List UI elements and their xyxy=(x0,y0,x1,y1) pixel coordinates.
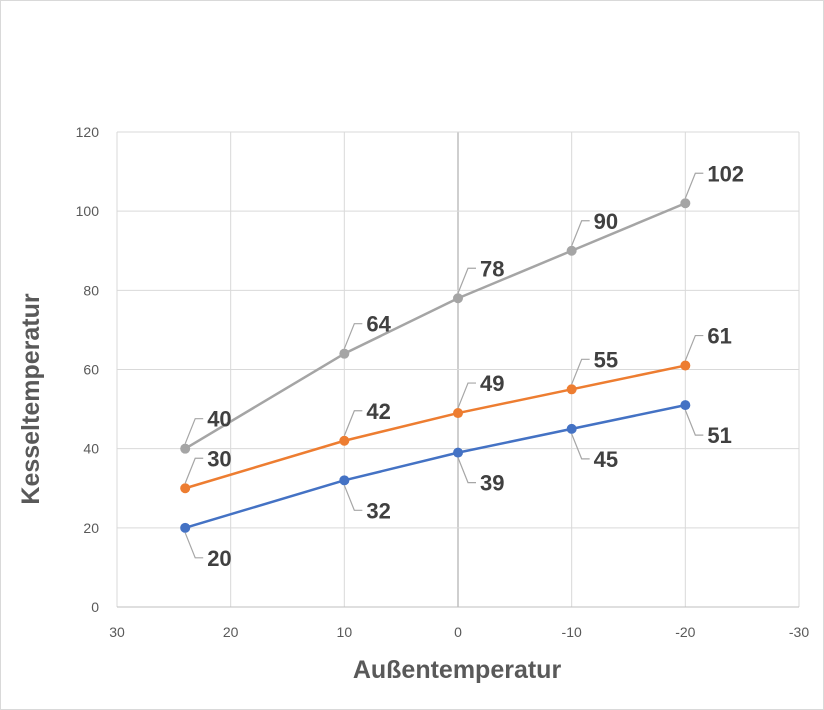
leader-line-1-0 xyxy=(184,457,204,484)
data-point-0-2 xyxy=(453,447,463,458)
data-label-0-1: 32 xyxy=(366,498,390,523)
data-label-0-3: 45 xyxy=(594,447,618,472)
y-axis-title: Kesseltemperatur xyxy=(17,293,45,504)
data-point-0-3 xyxy=(566,423,577,434)
leader-line-2-4 xyxy=(684,172,704,199)
data-label-1-4: 61 xyxy=(707,324,731,349)
data-point-2-0 xyxy=(180,443,191,454)
leader-line-2-1 xyxy=(343,323,363,349)
series-line-2 xyxy=(184,202,686,450)
leader-line-0-4 xyxy=(684,409,704,436)
leader-line-0-3 xyxy=(571,433,590,460)
leader-line-0-2 xyxy=(457,457,476,484)
x-tick-label-1: 20 xyxy=(223,624,239,640)
series-layer xyxy=(180,198,691,533)
data-point-1-1 xyxy=(339,435,350,446)
y-tick-label-1: 20 xyxy=(83,520,99,536)
leader-line-0-0 xyxy=(184,532,204,559)
data-point-2-1 xyxy=(339,348,350,359)
y-tick-label-6: 120 xyxy=(76,124,100,140)
y-tick-label-2: 40 xyxy=(83,441,99,457)
x-tick-label-5: -20 xyxy=(675,624,695,640)
leader-line-2-0 xyxy=(184,418,204,444)
data-label-1-0: 30 xyxy=(207,446,231,471)
data-label-2-0: 40 xyxy=(207,407,231,432)
data-point-0-0 xyxy=(180,522,191,533)
data-point-2-2 xyxy=(453,293,463,304)
data-point-1-4 xyxy=(680,360,691,371)
data-label-0-2: 39 xyxy=(480,471,504,496)
leader-line-0-1 xyxy=(343,485,363,511)
data-label-2-4: 102 xyxy=(707,161,744,186)
x-tick-label-6: -30 xyxy=(789,624,809,640)
x-tick-label-2: 10 xyxy=(337,624,353,640)
leader-line-1-1 xyxy=(343,410,363,436)
leader-line-2-3 xyxy=(571,220,590,246)
leader-line-1-4 xyxy=(684,334,704,361)
data-label-0-0: 20 xyxy=(207,546,231,571)
grid-layer xyxy=(116,131,800,608)
data-label-2-2: 78 xyxy=(480,256,504,281)
data-point-2-4 xyxy=(680,198,691,209)
x-tick-label-3: 0 xyxy=(454,624,462,640)
data-label-2-3: 90 xyxy=(594,209,618,234)
data-label-0-4: 51 xyxy=(707,423,731,448)
leader-line-1-2 xyxy=(457,382,476,409)
y-tick-label-5: 100 xyxy=(76,203,100,219)
data-label-1-1: 42 xyxy=(366,399,390,424)
leader-line-1-3 xyxy=(571,358,590,385)
x-axis-title: Außentemperatur xyxy=(353,656,562,684)
y-tick-label-4: 80 xyxy=(83,282,99,298)
data-point-0-1 xyxy=(339,475,350,486)
label-layer: 20 32 39 45 51 30 42 49 55 61 40 64 78 90 102 xyxy=(184,161,744,571)
data-label-1-3: 55 xyxy=(594,347,618,372)
data-label-2-1: 64 xyxy=(366,312,391,337)
data-point-2-3 xyxy=(566,245,577,256)
data-point-1-2 xyxy=(453,408,463,419)
x-tick-label-0: 30 xyxy=(109,624,125,640)
y-tick-label-3: 60 xyxy=(83,362,99,378)
data-point-1-0 xyxy=(180,483,191,494)
data-point-1-3 xyxy=(566,384,577,395)
x-tick-label-4: -10 xyxy=(562,624,582,640)
leader-line-2-2 xyxy=(457,267,476,294)
y-tick-label-0: 0 xyxy=(91,599,99,615)
data-label-1-2: 49 xyxy=(480,371,504,396)
data-point-0-4 xyxy=(680,400,691,411)
